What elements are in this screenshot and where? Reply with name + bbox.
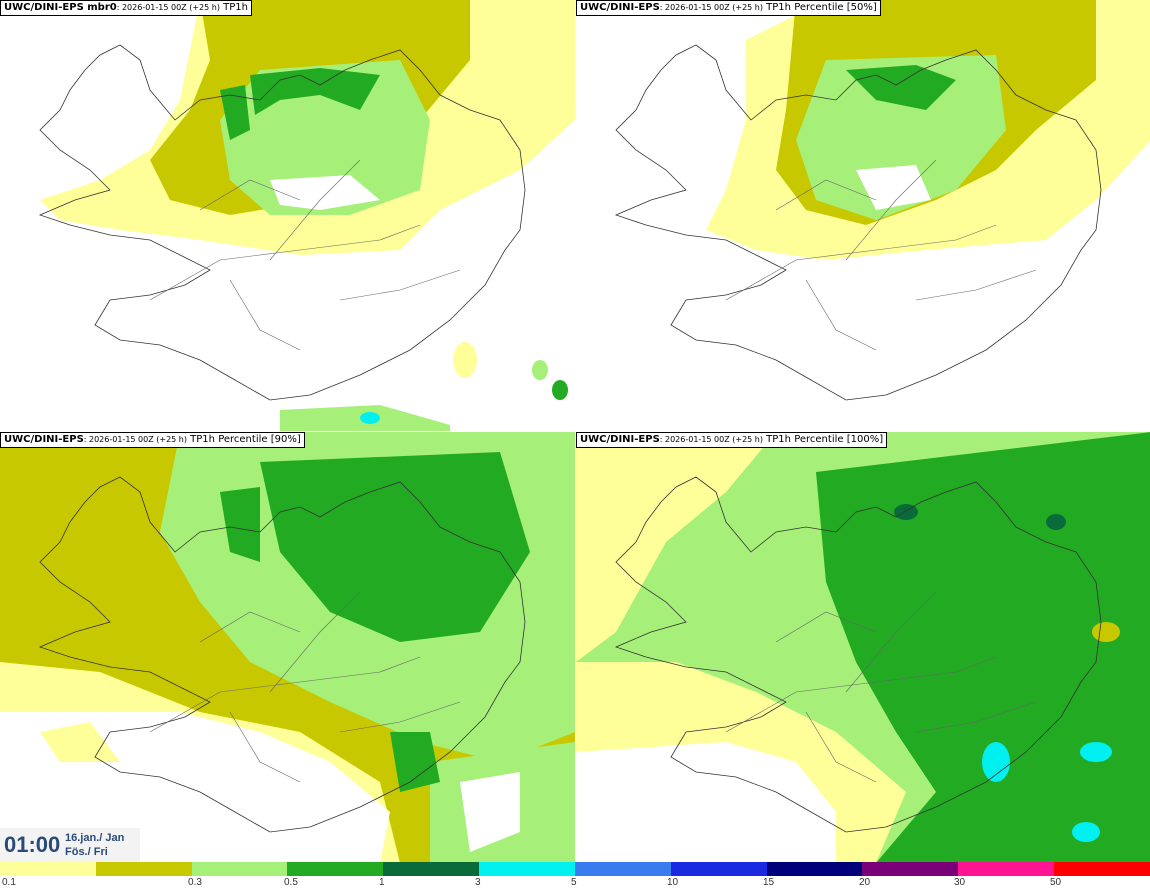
colorbar-swatch xyxy=(191,862,288,876)
valid-time-box: 01:00 16.jan./ Jan Fös./ Fri xyxy=(0,828,140,862)
valid-date-line2: Fös./ Fri xyxy=(65,846,108,858)
colorbar-swatch xyxy=(1054,862,1150,876)
colorbar-tick-label: 0.5 xyxy=(284,877,298,888)
precip-map-mbr0 xyxy=(39,0,575,431)
colorbar-tick-label: 10 xyxy=(667,877,679,888)
colorbar-swatch xyxy=(287,862,384,876)
run-label: : 2026-01-15 00Z (+25 h) xyxy=(659,435,763,444)
colorbar-swatch xyxy=(670,862,767,876)
colorbar-tick-label: 3 xyxy=(475,877,481,888)
colorbar-ticks: 0.1 0.3 0.5 1 3 5 10 15 20 30 50 xyxy=(0,877,1150,891)
colorbar-swatch xyxy=(95,862,192,876)
precip-map-p50 xyxy=(615,0,1150,401)
colorbar-swatch xyxy=(0,862,96,876)
run-label: : 2026-01-15 00Z (+25 h) xyxy=(83,435,187,444)
map-panel-mbr0: UWC/DINI-EPS mbr0: 2026-01-15 00Z (+25 h… xyxy=(0,0,575,431)
run-label: : 2026-01-15 00Z (+25 h) xyxy=(659,3,763,12)
colorbar-swatch xyxy=(958,862,1055,876)
valid-date-line1: 16.jan./ Jan xyxy=(65,832,125,844)
colorbar-swatch xyxy=(766,862,863,876)
colorbar-tick-label: 0.3 xyxy=(188,877,202,888)
precip-map-p90 xyxy=(0,432,575,863)
colorbar-tick-label: 0.1 xyxy=(2,877,16,888)
map-panel-p100: UWC/DINI-EPS: 2026-01-15 00Z (+25 h) TP1… xyxy=(576,432,1150,863)
colorbar-swatch xyxy=(862,862,959,876)
panel-title-p100: UWC/DINI-EPS: 2026-01-15 00Z (+25 h) TP1… xyxy=(576,432,888,448)
colorbar-tick-label: 1 xyxy=(379,877,385,888)
map-panel-p50: UWC/DINI-EPS: 2026-01-15 00Z (+25 h) TP1… xyxy=(576,0,1150,431)
precip-colorbar xyxy=(0,862,1150,876)
field-label: TP1h Percentile [50%] xyxy=(766,2,877,13)
valid-date: 16.jan./ Jan Fös./ Fri xyxy=(65,831,124,859)
colorbar-tick-label: 50 xyxy=(1050,877,1062,888)
field-label: TP1h xyxy=(223,2,248,13)
colorbar-swatch xyxy=(383,862,480,876)
colorbar-tick-label: 30 xyxy=(954,877,966,888)
colorbar-swatch xyxy=(479,862,575,876)
colorbar-tick-label: 20 xyxy=(859,877,871,888)
model-label: UWC/DINI-EPS xyxy=(4,434,84,445)
colorbar-tick-label: 15 xyxy=(763,877,775,888)
panel-title-p50: UWC/DINI-EPS: 2026-01-15 00Z (+25 h) TP1… xyxy=(576,0,881,16)
model-label: UWC/DINI-EPS xyxy=(580,434,660,445)
panel-title-p90: UWC/DINI-EPS: 2026-01-15 00Z (+25 h) TP1… xyxy=(0,432,305,448)
model-label: UWC/DINI-EPS xyxy=(580,2,660,13)
model-label: UWC/DINI-EPS mbr0 xyxy=(4,2,117,13)
valid-hour: 01:00 xyxy=(4,832,61,857)
field-label: TP1h Percentile [100%] xyxy=(766,434,884,445)
run-label: : 2026-01-15 00Z (+25 h) xyxy=(116,3,220,12)
panel-title-mbr0: UWC/DINI-EPS mbr0: 2026-01-15 00Z (+25 h… xyxy=(0,0,252,16)
colorbar-tick-label: 5 xyxy=(571,877,577,888)
precip-map-p100 xyxy=(576,432,1150,863)
colorbar-swatch xyxy=(574,862,671,876)
field-label: TP1h Percentile [90%] xyxy=(190,434,301,445)
map-panel-p90: UWC/DINI-EPS: 2026-01-15 00Z (+25 h) TP1… xyxy=(0,432,575,863)
